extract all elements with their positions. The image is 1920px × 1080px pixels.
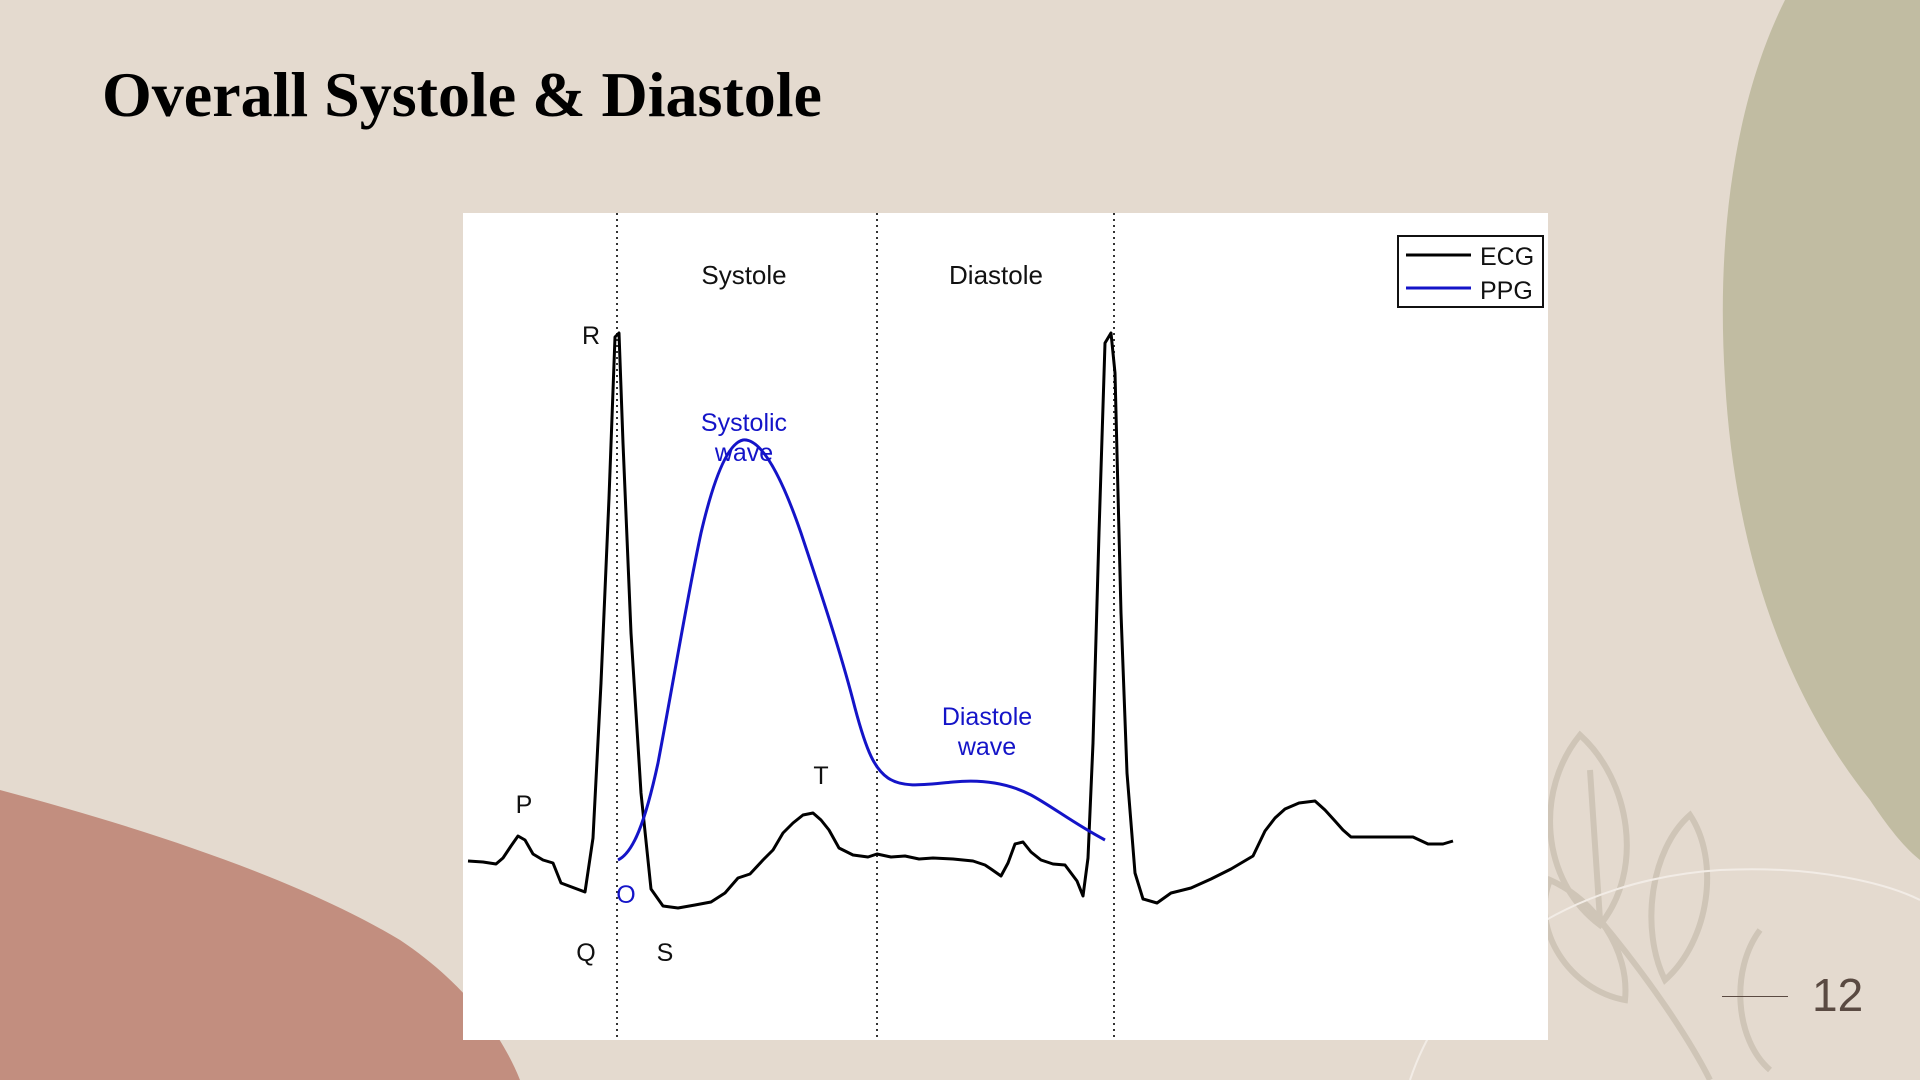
systolic-wave-label-line2: wave [714,439,773,467]
ecg-q-label: Q [576,939,595,967]
leaf-decoration-icon [1541,730,1773,1080]
ecg-t-label: T [813,762,828,790]
diastole-wave-label-line2: wave [957,733,1016,761]
ecg-ppg-diagram: Systole Diastole ECG PPG R P T Q S O Sys… [467,213,1544,1040]
ecg-series-line [467,331,1454,910]
ecg-ppg-figure: Systole Diastole ECG PPG R P T Q S O Sys… [463,213,1548,1040]
ecg-s-label: S [657,939,674,967]
olive-shape [1722,0,1920,860]
rose-shape [0,790,520,1080]
ppg-series-line [617,438,1106,862]
page-number: 12 [1812,969,1864,1021]
legend-ppg-label: PPG [1480,277,1533,305]
slide-title: Overall Systole & Diastole [102,59,822,130]
ppg-o-label: O [616,881,635,909]
ecg-p-label: P [516,791,533,819]
diastole-phase-label: Diastole [949,260,1043,290]
legend: ECG PPG [1397,235,1544,308]
systole-phase-label: Systole [701,260,786,290]
diastole-wave-label-line1: Diastole [942,703,1032,731]
systolic-wave-label-line1: Systolic [701,409,787,437]
page-number-rule [1722,996,1788,997]
legend-ecg-label: ECG [1480,243,1534,271]
ecg-r-label: R [582,322,600,350]
